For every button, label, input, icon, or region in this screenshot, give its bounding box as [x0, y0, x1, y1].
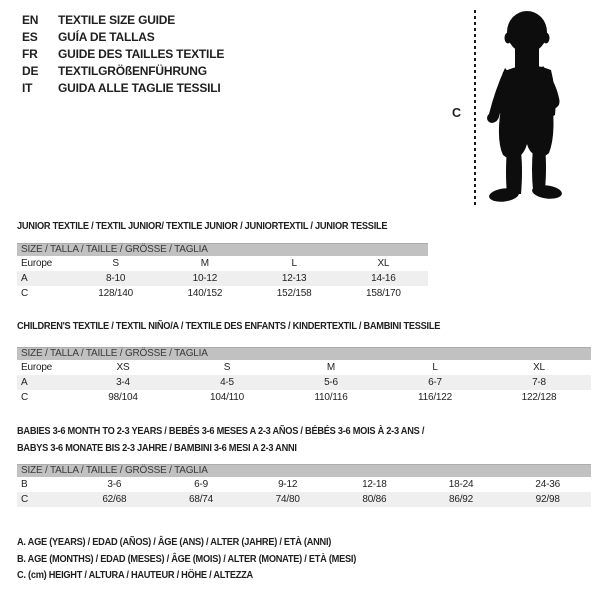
size-cell: 140/152 [187, 288, 223, 299]
size-cell: 12-13 [281, 273, 307, 284]
guide-title: TEXTILGRÖßENFÜHRUNG [58, 64, 207, 78]
language-code: DE [22, 64, 39, 78]
size-cell: 68/74 [188, 494, 214, 505]
language-code: ES [22, 30, 38, 44]
junior-size-table: SIZE / TALLA / TAILLE / GRÖSSE / TAGLIA … [17, 243, 428, 301]
size-cell: 5-6 [324, 377, 338, 388]
row-label: Europe [21, 362, 53, 373]
size-cell: XL [377, 258, 390, 269]
table-row: Europe XS S M L XL [17, 360, 591, 375]
size-cell: M [326, 362, 336, 373]
babies-size-table: SIZE / TALLA / TAILLE / GRÖSSE / TAGLIA … [17, 464, 591, 507]
guide-title: GUÍA DE TALLAS [58, 30, 155, 44]
size-cell: 6-7 [428, 377, 442, 388]
size-table-header: SIZE / TALLA / TAILLE / GRÖSSE / TAGLIA [17, 347, 591, 360]
size-cell: 92/98 [535, 494, 560, 505]
row-label: A [21, 273, 28, 284]
babies-heading-line2: BABYS 3-6 MONATE BIS 2-3 JAHRE / BAMBINI… [17, 441, 297, 454]
babies-heading-line1: BABIES 3-6 MONTH TO 2-3 YEARS / BEBÉS 3-… [17, 425, 425, 437]
language-row: ES GUÍA DE TALLAS [22, 29, 224, 46]
table-row: A 3-4 4-5 5-6 6-7 7-8 [17, 375, 591, 390]
size-cell: XS [116, 362, 130, 373]
size-cell: 98/104 [108, 392, 138, 403]
size-cell: 3-4 [116, 377, 130, 388]
size-cell: 4-5 [220, 377, 234, 388]
size-cell: 116/122 [417, 392, 452, 403]
size-table-header: SIZE / TALLA / TAILLE / GRÖSSE / TAGLIA [17, 243, 428, 256]
size-table-header: SIZE / TALLA / TAILLE / GRÖSSE / TAGLIA [17, 464, 591, 477]
table-row: C 128/140 140/152 152/158 158/170 [17, 286, 428, 301]
size-cell: 7-8 [532, 377, 546, 388]
footnote-height-cm: C. (cm) HEIGHT / ALTURA / HAUTEUR / HÖHE… [17, 569, 253, 581]
size-cell: S [112, 258, 119, 269]
size-cell: M [200, 258, 209, 269]
height-measure-line [474, 10, 476, 206]
table-row: C 62/68 68/74 74/80 80/86 86/92 92/98 [17, 492, 591, 507]
guide-title: GUIDA ALLE TAGLIE TESSILI [58, 81, 221, 95]
size-cell: S [223, 362, 231, 373]
size-cell: 122/128 [521, 392, 557, 403]
language-row: EN TEXTILE SIZE GUIDE [22, 12, 224, 29]
children-section-heading: CHILDREN'S TEXTILE / TEXTIL NIÑO/A / TEX… [17, 320, 441, 332]
size-cell: 86/92 [449, 494, 474, 505]
size-cell: 24-36 [535, 479, 560, 490]
size-cell: 18-24 [448, 479, 474, 490]
size-cell: 12-18 [362, 479, 387, 490]
size-cell: XL [533, 362, 545, 373]
size-cell: 10-12 [192, 273, 218, 284]
row-label: C [21, 288, 29, 299]
height-measure-label: C [452, 106, 462, 120]
language-row: FR GUIDE DES TAILLES TEXTILE [22, 46, 224, 63]
size-cell: 3-6 [107, 479, 122, 490]
language-code: FR [22, 47, 38, 61]
size-cell: 62/68 [102, 494, 127, 505]
size-cell: 104/110 [209, 392, 244, 403]
table-row: A 8-10 10-12 12-13 14-16 [17, 271, 428, 286]
junior-section-heading: JUNIOR TEXTILE / TEXTIL JUNIOR/ TEXTILE … [17, 220, 388, 232]
guide-title: GUIDE DES TAILLES TEXTILE [58, 47, 225, 61]
babies-section-heading: BABIES 3-6 MONTH TO 2-3 YEARS / BEBÉS 3-… [17, 423, 424, 456]
size-cell: 14-16 [371, 273, 396, 284]
footnote-age-years: A. AGE (YEARS) / EDAD (AÑOS) / ÂGE (ANS)… [17, 536, 332, 548]
table-row: Europe S M L XL [17, 256, 428, 271]
size-cell: L [432, 362, 438, 373]
size-cell: 80/86 [362, 494, 387, 505]
table-row: C 98/104 104/110 110/116 116/122 122/128 [17, 390, 591, 405]
size-cell: 158/170 [366, 288, 401, 299]
size-cell: 128/140 [98, 288, 133, 299]
size-cell: 110/116 [314, 392, 348, 403]
size-cell: 152/158 [276, 288, 312, 299]
row-label: C [21, 494, 29, 505]
language-row: IT GUIDA ALLE TAGLIE TESSILI [22, 80, 224, 97]
size-cell: 9-12 [278, 479, 298, 490]
legend-footnotes: A. AGE (YEARS) / EDAD (AÑOS) / ÂGE (ANS)… [17, 534, 402, 584]
footnote-age-months: B. AGE (MONTHS) / EDAD (MESES) / ÂGE (MO… [17, 552, 357, 565]
size-cell: 74/80 [275, 494, 300, 505]
row-label: A [21, 377, 28, 388]
language-code: IT [22, 81, 33, 95]
language-row: DE TEXTILGRÖßENFÜHRUNG [22, 63, 224, 80]
size-cell: 6-9 [194, 479, 208, 490]
language-title-list: EN TEXTILE SIZE GUIDE ES GUÍA DE TALLAS … [22, 12, 224, 97]
size-cell: 8-10 [106, 273, 126, 284]
row-label: Europe [21, 258, 53, 269]
guide-title: TEXTILE SIZE GUIDE [58, 13, 176, 27]
row-label: B [21, 479, 28, 490]
table-row: B 3-6 6-9 9-12 12-18 18-24 24-36 [17, 477, 591, 492]
language-code: EN [22, 13, 39, 27]
toddler-silhouette-icon [487, 11, 562, 202]
children-size-table: SIZE / TALLA / TAILLE / GRÖSSE / TAGLIA … [17, 347, 591, 405]
size-cell: L [291, 258, 297, 269]
row-label: C [21, 392, 29, 403]
